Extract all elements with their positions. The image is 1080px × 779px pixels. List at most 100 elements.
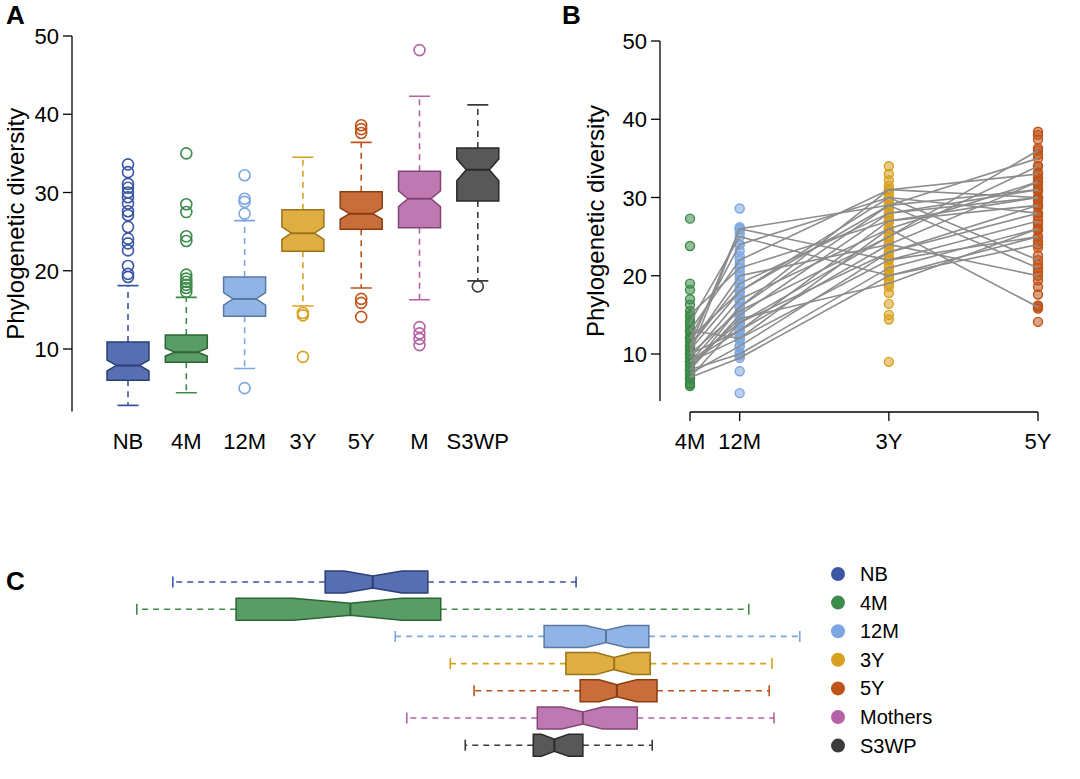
legend-swatch	[831, 739, 845, 753]
box-body	[282, 210, 324, 251]
y-axis-title: Phylogenetic diversity	[582, 105, 609, 337]
whisker	[186, 362, 188, 393]
whisker-cap	[406, 713, 408, 724]
point	[1034, 135, 1043, 144]
whisker-cap	[748, 604, 750, 615]
point	[884, 315, 893, 324]
y-axis-title: Phylogenetic diversity	[2, 108, 29, 340]
point	[686, 285, 695, 294]
whisker	[302, 157, 304, 209]
panel-label: C	[6, 566, 25, 596]
box-body	[165, 335, 207, 362]
whisker-cap	[464, 740, 466, 751]
whisker	[360, 142, 362, 191]
box-body	[236, 598, 441, 620]
whisker-cap	[394, 631, 396, 642]
y-tick	[651, 40, 660, 41]
whisker-cap	[449, 658, 451, 669]
x-tick	[739, 412, 740, 421]
outlier	[181, 286, 192, 297]
point	[1034, 317, 1043, 326]
median-line	[116, 364, 139, 366]
legend-label: Mothers	[860, 706, 932, 728]
outlier	[356, 128, 367, 139]
median-line	[582, 712, 584, 724]
figure: A1020304050Phylogenetic diversityNB4M12M…	[0, 0, 1080, 779]
x-tick-label: 4M	[675, 429, 706, 454]
outlier	[239, 208, 250, 219]
outlier	[181, 236, 192, 247]
legend-label: 12M	[860, 620, 899, 642]
subject-line	[690, 244, 1038, 361]
legend-label: 4M	[860, 592, 888, 614]
x-tick-label: 12M	[223, 429, 266, 454]
box-body	[533, 734, 583, 756]
y-tick-label: 40	[35, 102, 59, 127]
y-tick	[63, 348, 72, 349]
x-tick-label: S3WP	[447, 429, 509, 454]
whisker	[419, 228, 421, 300]
outlier	[239, 170, 250, 181]
median-line	[408, 198, 431, 200]
box-body	[544, 625, 649, 647]
y-tick	[651, 275, 660, 276]
y-tick-label: 10	[623, 342, 647, 367]
whisker	[127, 380, 129, 405]
outlier	[356, 297, 367, 308]
box-body	[325, 571, 428, 593]
x-tick-label: M	[410, 429, 428, 454]
outlier	[123, 221, 134, 232]
legend-label: 3Y	[860, 649, 884, 671]
whisker-cap	[467, 104, 488, 106]
y-tick-label: 30	[35, 181, 59, 206]
x-tick	[888, 412, 889, 421]
whisker-cap	[768, 685, 770, 696]
whisker	[186, 297, 188, 335]
median-line	[613, 658, 615, 670]
point	[884, 357, 893, 366]
subject-line	[690, 182, 1038, 339]
whisker	[395, 636, 544, 638]
whisker	[477, 201, 479, 281]
x-tick	[689, 412, 690, 421]
outlier	[123, 167, 134, 178]
whisker	[173, 581, 325, 583]
y-tick-label: 30	[623, 186, 647, 211]
whisker-cap	[473, 685, 475, 696]
median-line	[291, 232, 314, 234]
subject-line	[690, 221, 1038, 346]
whisker	[244, 221, 246, 277]
whisker	[360, 229, 362, 288]
subject-line	[690, 151, 1038, 378]
outlier	[123, 245, 134, 256]
y-axis-line	[71, 36, 72, 412]
median-line	[372, 576, 374, 588]
box-body	[107, 342, 149, 380]
subject-line	[690, 213, 1038, 362]
y-tick-label: 20	[623, 264, 647, 289]
x-tick-label: NB	[113, 429, 144, 454]
legend: NB4M12M3Y5YMothersS3WP	[831, 563, 932, 757]
x-tick-label: 3Y	[289, 429, 316, 454]
whisker-cap	[234, 220, 255, 222]
y-tick	[63, 270, 72, 271]
whisker-cap	[176, 392, 197, 394]
whisker	[428, 581, 576, 583]
legend-swatch	[831, 681, 845, 695]
median-line	[466, 169, 489, 171]
y-tick-label: 10	[35, 337, 59, 362]
whisker	[657, 690, 769, 692]
whisker	[450, 663, 566, 665]
whisker	[127, 286, 129, 342]
x-tick-label: 4M	[171, 429, 202, 454]
outlier	[356, 311, 367, 322]
box-body	[340, 192, 382, 230]
subject-line	[690, 205, 1038, 361]
subject-line	[690, 190, 1038, 347]
box-body	[580, 680, 657, 702]
panel-a: 1020304050Phylogenetic diversityNB4M12M3…	[2, 24, 509, 454]
x-tick	[1037, 412, 1038, 421]
whisker	[244, 316, 246, 368]
whisker-cap	[234, 368, 255, 370]
legend-label: 5Y	[860, 677, 884, 699]
